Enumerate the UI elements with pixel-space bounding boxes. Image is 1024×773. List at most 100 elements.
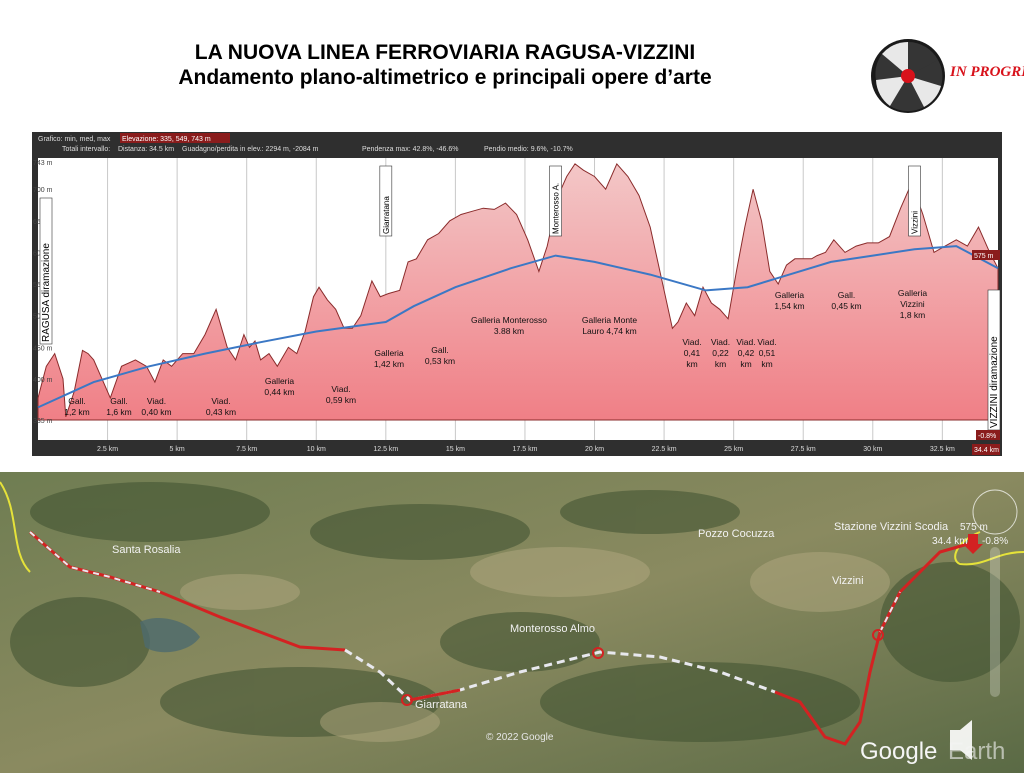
stats-row2-label: Totali intervallo: (62, 146, 110, 153)
x-tick-label: 17.5 km (513, 446, 538, 453)
title-line-2: Andamento plano-altimetrico e principali… (178, 66, 712, 89)
svg-text:Viad.: Viad. (757, 337, 776, 347)
map-label-pozzo-cocuzza: Pozzo Cocuzza (698, 528, 775, 540)
engineering-work-label: Gall.1,6 km (106, 396, 132, 417)
svg-text:Lauro 4,74 km: Lauro 4,74 km (582, 326, 636, 336)
svg-text:km: km (715, 359, 726, 369)
y-tick-label: 743 m (33, 160, 53, 167)
map-label-monterosso: Monterosso Almo (510, 623, 595, 635)
x-tick-label: 27.5 km (791, 446, 816, 453)
station-flag: Giarratana (379, 165, 393, 237)
svg-text:0,59 km: 0,59 km (326, 395, 356, 405)
engineering-work-label: Viad.0,40 km (141, 396, 171, 417)
x-tick-label: 5 km (170, 446, 185, 453)
svg-text:Galleria Monterosso: Galleria Monterosso (471, 315, 547, 325)
google-earth-logo-google: Google (860, 738, 937, 765)
svg-text:Viad.: Viad. (711, 337, 730, 347)
x-tick-label: 10 km (307, 446, 326, 453)
map-label-vizzini: Vizzini (832, 575, 864, 587)
svg-text:Viad.: Viad. (736, 337, 755, 347)
x-tick-label: 22.5 km (652, 446, 677, 453)
station-flag: Monterosso A. (549, 165, 562, 237)
svg-text:1,54 km: 1,54 km (774, 301, 804, 311)
svg-text:Galleria: Galleria (775, 290, 805, 300)
svg-text:0,51: 0,51 (759, 348, 776, 358)
svg-text:Gall.: Gall. (68, 396, 85, 406)
sound-icon (950, 720, 972, 760)
map-label-santa-rosalia: Santa Rosalia (112, 544, 181, 556)
railway-gradient-line (37, 245, 999, 409)
map-slope-readout: -0.8% (982, 536, 1008, 547)
svg-text:Gall.: Gall. (838, 290, 855, 300)
x-tick-label: 32.5 km (930, 446, 955, 453)
svg-text:0,41: 0,41 (684, 348, 701, 358)
google-earth-logo-earth: Earth (948, 738, 1005, 765)
compass-icon[interactable] (972, 489, 1018, 535)
x-tick-label: 30 km (863, 446, 882, 453)
right-side-label: VIZZINI diramazione (989, 336, 1000, 428)
svg-text:Viad.: Viad. (211, 396, 230, 406)
engineering-work-label: Gall.0,45 km (831, 290, 861, 311)
svg-text:1,8 km: 1,8 km (900, 310, 926, 320)
corner-distance: 34.4 km (974, 447, 999, 454)
corner-slope: -0.8% (978, 433, 996, 440)
stats-row2-slope-avg: Pendio medio: 9.6%, -10.7% (484, 146, 573, 153)
x-tick-label: 25 km (724, 446, 743, 453)
elevation-area (37, 162, 999, 421)
svg-text:Galleria: Galleria (265, 376, 295, 386)
satellite-map[interactable]: Santa Rosalia Pozzo Cocuzza Monterosso A… (0, 472, 1024, 773)
map-copyright: © 2022 Google (486, 732, 554, 743)
svg-text:Galleria: Galleria (374, 348, 404, 358)
svg-text:km: km (686, 359, 697, 369)
end-marker-icon (963, 534, 983, 554)
engineering-work-label: Viad.0,59 km (326, 384, 356, 405)
engineering-work-label: Gall.1,2 km (64, 396, 90, 417)
svg-text:Galleria Monte: Galleria Monte (582, 315, 638, 325)
svg-text:0,43 km: 0,43 km (206, 407, 236, 417)
stats-row1-label: Grafico: min, med, max (38, 136, 111, 143)
svg-text:km: km (740, 359, 751, 369)
svg-text:0,44 km: 0,44 km (264, 387, 294, 397)
y-tick-label: 400 m (33, 377, 53, 384)
svg-text:1,42 km: 1,42 km (374, 359, 404, 369)
svg-text:1,2 km: 1,2 km (64, 407, 90, 417)
stats-row2-gain: Guadagno/perdita in elev.: 2294 m, -2084… (182, 146, 319, 153)
header: LA NUOVA LINEA FERROVIARIA RAGUSA-VIZZIN… (60, 40, 830, 90)
svg-text:Vizzini: Vizzini (900, 299, 925, 309)
svg-text:Monterosso A.: Monterosso A. (552, 183, 561, 234)
stats-row2-distance: Distanza: 34.5 km (118, 146, 174, 153)
svg-text:Galleria: Galleria (898, 288, 928, 298)
svg-text:0,40 km: 0,40 km (141, 407, 171, 417)
svg-text:Viad.: Viad. (147, 396, 166, 406)
map-elevation-readout: 575 m (960, 522, 988, 533)
aperture-logo-icon (871, 39, 945, 113)
zoom-slider[interactable] (990, 547, 1000, 697)
stats-row1-value: Elevazione: 335, 549, 743 m (122, 136, 211, 143)
stats-row2-slope: Pendenza max: 42.8%, -46.6% (362, 146, 459, 153)
y-tick-label: 700 m (33, 187, 53, 194)
svg-text:Giarratana: Giarratana (382, 196, 391, 234)
x-tick-label: 2.5 km (97, 446, 118, 453)
title-line-1: LA NUOVA LINEA FERROVIARIA RAGUSA-VIZZIN… (194, 41, 696, 64)
svg-text:0,45 km: 0,45 km (831, 301, 861, 311)
svg-text:Viad.: Viad. (331, 384, 350, 394)
corner-elevation: 575 m (974, 253, 994, 260)
y-tick-label: 335 m (33, 418, 53, 425)
svg-text:0,42: 0,42 (738, 348, 755, 358)
engineering-work-label: Viad.0,43 km (206, 396, 236, 417)
svg-text:km: km (761, 359, 772, 369)
svg-text:Vizzini: Vizzini (911, 211, 920, 234)
svg-text:Gall.: Gall. (431, 345, 448, 355)
svg-text:0,53 km: 0,53 km (425, 356, 455, 366)
svg-text:1,6 km: 1,6 km (106, 407, 132, 417)
x-tick-label: 7.5 km (236, 446, 257, 453)
station-flag: Vizzini (908, 165, 921, 237)
